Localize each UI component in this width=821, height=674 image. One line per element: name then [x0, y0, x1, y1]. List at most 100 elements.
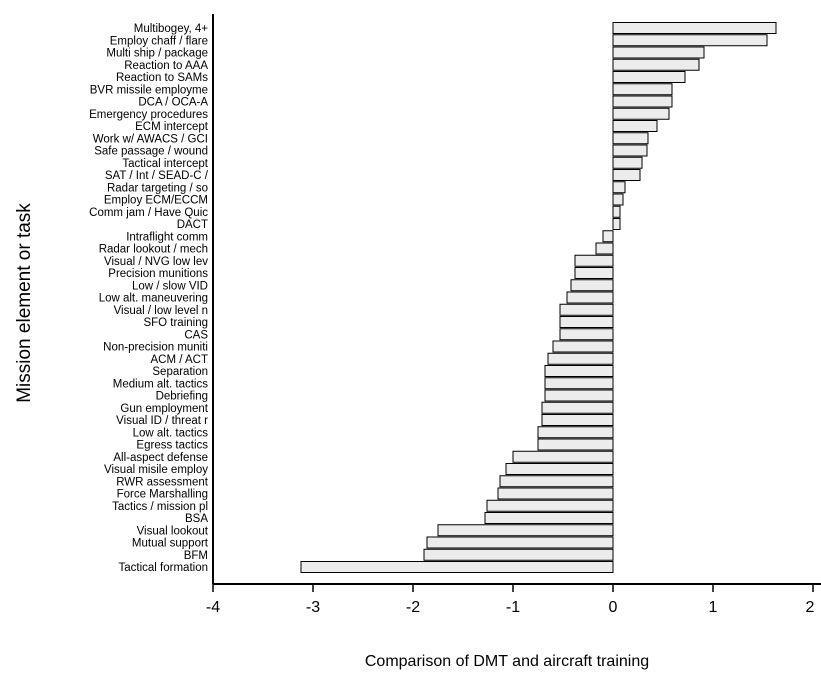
bar	[497, 487, 614, 500]
x-tick-label: -1	[506, 599, 520, 616]
bar	[437, 524, 614, 537]
category-label: Visual / low level n	[114, 305, 208, 317]
x-tick-label: 2	[806, 599, 815, 616]
category-label: Low alt. maneuvering	[99, 293, 208, 305]
bar	[612, 34, 768, 47]
bar	[423, 548, 614, 561]
category-label: SFO training	[143, 317, 208, 329]
category-label: ECM intercept	[135, 121, 209, 133]
category-label: Tactical formation	[119, 562, 208, 574]
bar	[574, 267, 614, 279]
category-label: Employ ECM/ECCM	[104, 195, 208, 207]
category-label: Non-precision muniti	[103, 342, 208, 354]
bar	[544, 377, 614, 390]
category-label: Radar lookout / mech	[99, 244, 208, 256]
bar	[300, 561, 614, 573]
category-label: Safe passage / wound	[94, 146, 208, 158]
bar	[512, 450, 614, 463]
bar	[486, 499, 614, 512]
bar	[574, 254, 614, 267]
category-label: All-aspect defense	[113, 452, 208, 464]
x-tick-label: -4	[206, 599, 220, 616]
bar	[505, 463, 614, 475]
category-label: Multi ship / package	[106, 48, 208, 60]
bar	[612, 193, 624, 206]
bar	[541, 414, 614, 426]
bar	[612, 120, 658, 132]
bar	[612, 22, 777, 34]
bar	[559, 303, 614, 316]
bar	[566, 291, 614, 304]
category-label: Tactical intercept	[122, 158, 208, 170]
bar	[612, 218, 621, 230]
category-label: Employ chaff / flare	[110, 35, 208, 47]
bar	[537, 426, 614, 439]
category-label: RWR assessment	[116, 476, 209, 488]
x-ticks-group: -4 -3 -2 -1 0 1 2	[206, 584, 815, 616]
category-label: CAS	[184, 329, 208, 341]
category-label: BVR missile employme	[90, 84, 208, 96]
category-label: Reaction to SAMs	[116, 72, 208, 84]
category-label: DCA / OCA-A	[138, 97, 208, 109]
bar	[544, 389, 614, 402]
category-label: Intraflight comm	[126, 231, 208, 243]
category-label: Precision munitions	[108, 268, 208, 280]
x-tick-label: 1	[709, 599, 718, 616]
bar	[612, 95, 673, 108]
x-axis-label: Comparison of DMT and aircraft training	[365, 653, 649, 670]
bar	[612, 169, 641, 181]
category-labels: Multibogey, 4+Employ chaff / flareMulti …	[89, 23, 209, 574]
category-label: Visual ID / threat r	[116, 415, 208, 427]
category-label: SAT / Int / SEAD-C /	[105, 170, 209, 182]
category-label: ACM / ACT	[150, 354, 208, 366]
bar	[612, 205, 621, 218]
category-label: Visual / NVG low lev	[104, 256, 208, 268]
bar	[612, 156, 643, 169]
bar	[559, 328, 614, 341]
bar	[612, 58, 700, 71]
category-label: Multibogey, 4+	[134, 23, 209, 35]
category-label: Egress tactics	[136, 440, 208, 452]
bar	[541, 401, 614, 414]
category-label: Low alt. tactics	[133, 427, 209, 439]
bar	[537, 438, 614, 451]
bar	[595, 242, 614, 255]
bar	[612, 132, 649, 145]
category-label: Emergency procedures	[89, 109, 208, 121]
y-axis-label: Mission element or task	[14, 203, 35, 403]
bar	[559, 316, 614, 328]
bar	[602, 230, 614, 243]
bar	[612, 71, 686, 83]
bar	[612, 144, 648, 157]
category-label: Work w/ AWACS / GCI	[93, 133, 208, 145]
x-tick-label: -2	[406, 599, 420, 616]
bar	[547, 352, 614, 365]
category-label: Mutual support	[132, 538, 209, 550]
x-tick-label: -3	[306, 599, 320, 616]
category-label: Visual lookout	[137, 525, 209, 537]
bar	[499, 475, 614, 488]
category-label: Debriefing	[156, 391, 208, 403]
category-label: Comm jam / Have Quic	[89, 207, 208, 219]
category-label: Tactics / mission pl	[112, 501, 208, 513]
category-label: Gun employment	[120, 403, 208, 415]
category-label: Reaction to AAA	[124, 60, 208, 72]
bar	[552, 340, 614, 353]
bar	[484, 512, 614, 524]
bar	[426, 536, 614, 549]
bar	[544, 365, 614, 377]
category-label: DACT	[177, 219, 208, 231]
category-label: Medium alt. tactics	[113, 378, 208, 390]
x-tick-label: 0	[609, 599, 618, 616]
bars-group	[300, 22, 777, 573]
category-label: Separation	[152, 366, 208, 378]
category-label: Force Marshalling	[117, 489, 208, 501]
category-label: BFM	[184, 550, 208, 562]
bar	[612, 46, 705, 59]
bar	[612, 107, 670, 120]
category-label: Radar targeting / so	[107, 182, 208, 194]
category-label: BSA	[185, 513, 208, 525]
bar	[612, 181, 626, 194]
bar	[570, 279, 614, 292]
